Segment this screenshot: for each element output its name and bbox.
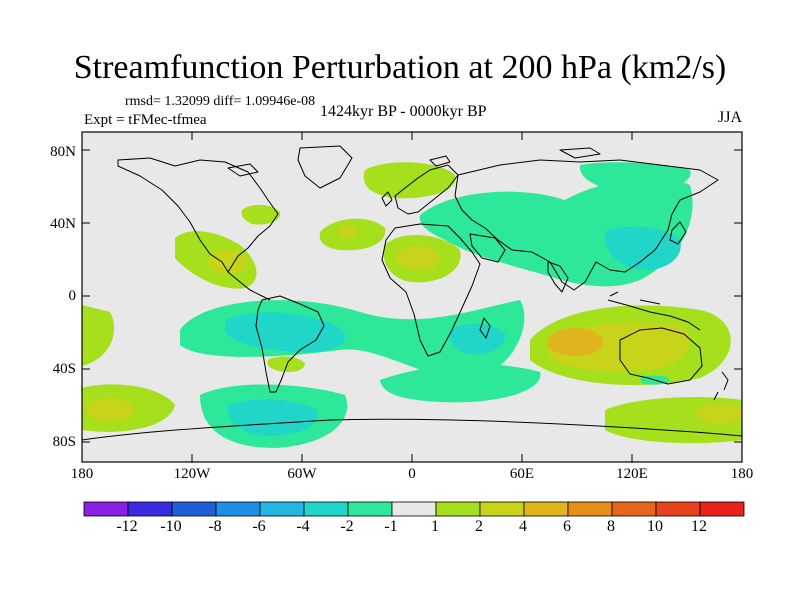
y-tick-label: 0 (68, 288, 77, 304)
colorbar-label: 2 (475, 518, 483, 535)
colorbar-swatch (347, 501, 393, 517)
colorbar-swatch (127, 501, 173, 517)
coastline-africa (381, 223, 481, 357)
colorbar-label: 12 (691, 518, 707, 535)
contour-positive-southern-ocean-west-core (86, 398, 134, 422)
coastline-europe (394, 164, 459, 215)
coastline-central-america (227, 271, 271, 301)
y-tick-label: 80N (50, 144, 76, 160)
x-tick-label: 60W (287, 466, 317, 482)
colorbar-swatch (215, 501, 261, 517)
contour-positive-north-america-core (208, 250, 248, 274)
y-tick-label: 80S (52, 434, 76, 450)
y-tick-label: 40S (52, 361, 76, 377)
coastlines (82, 145, 742, 441)
contour-positive-scandinavia (363, 162, 456, 199)
coastline-south-america (255, 295, 325, 393)
colorbar-label: 10 (647, 518, 663, 535)
contour-negative-south-atlantic-inner (225, 312, 346, 352)
colorbar-label: 1 (431, 518, 439, 535)
contour-negative-east-asia (604, 226, 681, 271)
colorbar-swatch (611, 501, 657, 517)
x-tick-label: 0 (408, 466, 416, 482)
contour-negative-arctic (579, 162, 691, 192)
coastline-madagascar (479, 317, 491, 339)
colorbar-swatch (171, 501, 217, 517)
coastline-greenland (297, 145, 353, 189)
contour-negative-south-indian-ring (380, 364, 541, 403)
x-tick-label: 120W (173, 466, 211, 482)
colorbar-label: 6 (563, 518, 571, 535)
colorbar-label: -4 (296, 518, 310, 535)
colorbar (83, 501, 745, 517)
colorbar-label: -6 (252, 518, 266, 535)
x-tick-label: 180 (70, 466, 94, 482)
coastline-indonesia (607, 291, 701, 331)
x-tick-label: 60E (509, 466, 535, 482)
x-tick-label: 180 (730, 466, 754, 482)
colorbar-swatch (523, 501, 569, 517)
colorbar-label: -1 (384, 518, 398, 535)
coastline-new-zealand (713, 371, 729, 401)
y-tick-label: 40N (50, 216, 76, 232)
contour-positive-west-pacific (82, 305, 115, 366)
coastline-arctic-islands (227, 147, 601, 177)
period-label: 1424kyr BP - 0000kyr BP (320, 103, 487, 120)
colorbar-label: -12 (116, 518, 138, 535)
coastline-japan (669, 221, 687, 245)
colorbar-label: -2 (340, 518, 354, 535)
contour-negative-caspian (525, 206, 548, 221)
coastline-asia (454, 159, 719, 291)
plot-title: Streamfunction Perturbation at 200 hPa (… (73, 49, 727, 86)
coastline-india (547, 261, 569, 293)
contour-positive-canada (241, 204, 281, 225)
colorbar-label: -10 (160, 518, 182, 535)
colorbar-label: -8 (208, 518, 222, 535)
contour-negative-south-indian-inner (449, 323, 505, 355)
contour-positive-atlantic-core (338, 226, 358, 238)
contour-fields (82, 162, 742, 448)
colorbar-swatch (699, 501, 745, 517)
colorbar-swatch (435, 501, 481, 517)
contour-negative-southern-ocean-inner (227, 399, 319, 436)
coastline-australia (619, 327, 703, 385)
coastline-arabia (469, 233, 506, 263)
coastline-uk (381, 191, 393, 207)
colorbar-swatch (259, 501, 305, 517)
colorbar-swatch (83, 501, 129, 517)
contour-positive-south-america-high (267, 356, 305, 372)
contour-positive-africa-core (396, 246, 440, 270)
colorbar-swatch (655, 501, 701, 517)
colorbar-swatch (303, 501, 349, 517)
experiment-label: Expt = tFMec-tfmea (84, 112, 207, 128)
colorbar-swatch (479, 501, 525, 517)
colorbar-label: 8 (607, 518, 615, 535)
colorbar-swatch (567, 501, 613, 517)
colorbar-swatch (391, 501, 437, 517)
axis-ticks (81, 132, 743, 462)
x-tick-label: 120E (616, 466, 648, 482)
contour-positive-southern-ocean-east-core (696, 404, 742, 424)
season-label: JJA (717, 109, 742, 126)
stats-text: rmsd= 1.32099 diff= 1.09946e-08 (125, 94, 316, 109)
coastline-north-america (117, 157, 279, 273)
coastline-antarctica (82, 418, 742, 441)
colorbar-label: 4 (519, 518, 527, 535)
contour-positive-pacific-core (547, 328, 603, 356)
